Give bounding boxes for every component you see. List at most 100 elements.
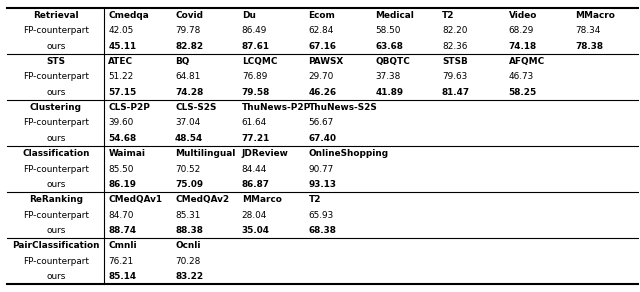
Text: ThuNews-S2S: ThuNews-S2S [308, 103, 377, 112]
Text: Multilingual: Multilingual [175, 149, 236, 158]
Text: 67.40: 67.40 [308, 134, 337, 143]
Text: 77.21: 77.21 [242, 134, 270, 143]
Text: LCQMC: LCQMC [242, 57, 277, 66]
Text: Classification: Classification [22, 149, 90, 158]
Text: FP-counterpart: FP-counterpart [23, 211, 89, 220]
Text: 41.89: 41.89 [375, 88, 403, 97]
Text: 68.38: 68.38 [308, 226, 337, 235]
Text: 68.29: 68.29 [509, 27, 534, 35]
Text: 63.68: 63.68 [375, 42, 403, 51]
Text: 61.64: 61.64 [242, 119, 267, 128]
Text: 67.16: 67.16 [308, 42, 337, 51]
Text: 37.04: 37.04 [175, 119, 200, 128]
Text: CLS-P2P: CLS-P2P [108, 103, 150, 112]
Text: 45.11: 45.11 [108, 42, 136, 51]
Text: Ecom: Ecom [308, 11, 335, 20]
Text: 81.47: 81.47 [442, 88, 470, 97]
Text: 85.31: 85.31 [175, 211, 200, 220]
Text: 37.38: 37.38 [375, 72, 401, 81]
Text: Cmedqa: Cmedqa [108, 11, 149, 20]
Text: CLS-S2S: CLS-S2S [175, 103, 216, 112]
Text: Du: Du [242, 11, 256, 20]
Text: ReRanking: ReRanking [29, 195, 83, 204]
Text: 70.28: 70.28 [175, 257, 200, 265]
Text: 82.36: 82.36 [442, 42, 467, 51]
Text: 86.87: 86.87 [242, 180, 270, 189]
Text: ours: ours [46, 272, 65, 281]
Text: CMedQAv1: CMedQAv1 [108, 195, 163, 204]
Text: 57.15: 57.15 [108, 88, 137, 97]
Text: 84.70: 84.70 [108, 211, 134, 220]
Text: FP-counterpart: FP-counterpart [23, 257, 89, 265]
Text: STSB: STSB [442, 57, 468, 66]
Text: ThuNews-P2P: ThuNews-P2P [242, 103, 311, 112]
Text: 79.58: 79.58 [242, 88, 270, 97]
Text: 83.22: 83.22 [175, 272, 204, 281]
Text: 29.70: 29.70 [308, 72, 334, 81]
Text: 88.74: 88.74 [108, 226, 136, 235]
Text: FP-counterpart: FP-counterpart [23, 164, 89, 173]
Text: Waimai: Waimai [108, 149, 145, 158]
Text: Cmnli: Cmnli [108, 241, 137, 250]
Text: 93.13: 93.13 [308, 180, 337, 189]
Text: 85.50: 85.50 [108, 164, 134, 173]
Text: ATEC: ATEC [108, 57, 134, 66]
Text: 46.26: 46.26 [308, 88, 337, 97]
Text: 86.49: 86.49 [242, 27, 267, 35]
Text: QBQTC: QBQTC [375, 57, 410, 66]
Text: PairClassification: PairClassification [12, 241, 100, 250]
Text: 39.60: 39.60 [108, 119, 134, 128]
Text: 82.82: 82.82 [175, 42, 204, 51]
Text: 51.22: 51.22 [108, 72, 134, 81]
Text: 76.21: 76.21 [108, 257, 134, 265]
Text: MMacro: MMacro [575, 11, 615, 20]
Text: 65.93: 65.93 [308, 211, 334, 220]
Text: 85.14: 85.14 [108, 272, 136, 281]
Text: MMarco: MMarco [242, 195, 282, 204]
Text: 46.73: 46.73 [509, 72, 534, 81]
Text: 54.68: 54.68 [108, 134, 136, 143]
Text: 76.89: 76.89 [242, 72, 267, 81]
Text: T2: T2 [308, 195, 321, 204]
Text: FP-counterpart: FP-counterpart [23, 27, 89, 35]
Text: AFQMC: AFQMC [509, 57, 545, 66]
Text: ours: ours [46, 180, 65, 189]
Text: 58.25: 58.25 [509, 88, 537, 97]
Text: 62.84: 62.84 [308, 27, 334, 35]
Text: FP-counterpart: FP-counterpart [23, 72, 89, 81]
Text: 70.52: 70.52 [175, 164, 200, 173]
Text: STS: STS [46, 57, 65, 66]
Text: ours: ours [46, 88, 65, 97]
Text: 42.05: 42.05 [108, 27, 134, 35]
Text: CMedQAv2: CMedQAv2 [175, 195, 229, 204]
Text: 84.44: 84.44 [242, 164, 267, 173]
Text: Retrieval: Retrieval [33, 11, 79, 20]
Text: 88.38: 88.38 [175, 226, 203, 235]
Text: Covid: Covid [175, 11, 203, 20]
Text: 79.78: 79.78 [175, 27, 200, 35]
Text: BQ: BQ [175, 57, 189, 66]
Text: 58.50: 58.50 [375, 27, 401, 35]
Text: 79.63: 79.63 [442, 72, 467, 81]
Text: PAWSX: PAWSX [308, 57, 344, 66]
Text: 87.61: 87.61 [242, 42, 270, 51]
Text: 90.77: 90.77 [308, 164, 334, 173]
Text: 48.54: 48.54 [175, 134, 204, 143]
Text: ours: ours [46, 134, 65, 143]
Text: 74.18: 74.18 [509, 42, 537, 51]
Text: JDReview: JDReview [242, 149, 289, 158]
Text: 78.34: 78.34 [575, 27, 601, 35]
Text: Video: Video [509, 11, 537, 20]
Text: FP-counterpart: FP-counterpart [23, 119, 89, 128]
Text: Medical: Medical [375, 11, 414, 20]
Text: 75.09: 75.09 [175, 180, 204, 189]
Text: 35.04: 35.04 [242, 226, 270, 235]
Text: 74.28: 74.28 [175, 88, 204, 97]
Text: Clustering: Clustering [30, 103, 82, 112]
Text: 78.38: 78.38 [575, 42, 604, 51]
Text: 82.20: 82.20 [442, 27, 467, 35]
Text: 64.81: 64.81 [175, 72, 200, 81]
Text: 28.04: 28.04 [242, 211, 267, 220]
Text: ours: ours [46, 226, 65, 235]
Text: 86.19: 86.19 [108, 180, 136, 189]
